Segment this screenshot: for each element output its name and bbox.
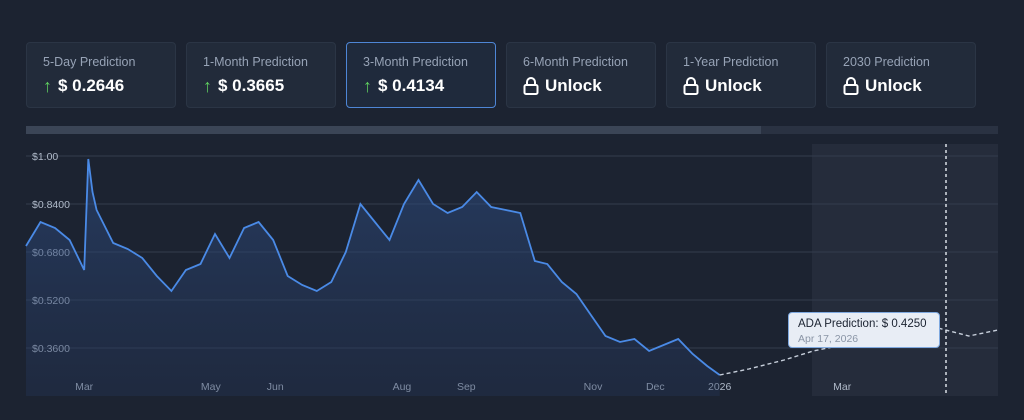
card-1-year[interactable]: 1-Year Prediction Unlock bbox=[666, 42, 816, 108]
card-value-row: ↑ $ 0.3665 bbox=[203, 76, 335, 96]
card-1-month[interactable]: 1-Month Prediction ↑ $ 0.3665 bbox=[186, 42, 336, 108]
tooltip-label: ADA Prediction: bbox=[798, 318, 879, 330]
x-tick-label: Mar bbox=[833, 381, 852, 393]
up-arrow-icon: ↑ bbox=[363, 76, 372, 96]
card-label: 2030 Prediction bbox=[843, 55, 930, 69]
card-label: 6-Month Prediction bbox=[523, 55, 628, 69]
card-label: 3-Month Prediction bbox=[363, 55, 468, 69]
card-value: Unlock bbox=[545, 76, 602, 95]
card-value: Unlock bbox=[705, 76, 762, 95]
prediction-region bbox=[812, 144, 998, 396]
up-arrow-icon: ↑ bbox=[43, 76, 52, 96]
card-value: Unlock bbox=[865, 76, 922, 95]
tooltip-value: $ 0.4250 bbox=[881, 318, 927, 330]
tooltip-date: Apr 17, 2026 bbox=[798, 333, 859, 345]
price-chart: $1.00$0.8400$0.6800$0.5200$0.3600 MarMay… bbox=[25, 144, 999, 396]
historical-area bbox=[26, 159, 720, 396]
prediction-cards: 5-Day Prediction ↑ $ 0.2646 1-Month Pred… bbox=[26, 42, 976, 108]
card-6-month[interactable]: 6-Month Prediction Unlock bbox=[506, 42, 656, 108]
lock-icon bbox=[523, 77, 539, 95]
lock-icon bbox=[843, 77, 859, 95]
card-label: 5-Day Prediction bbox=[43, 55, 136, 69]
up-arrow-icon: ↑ bbox=[203, 76, 212, 96]
scrollbar-thumb[interactable] bbox=[26, 126, 761, 134]
card-value: $ 0.3665 bbox=[218, 76, 285, 95]
card-3-month[interactable]: 3-Month Prediction ↑ $ 0.4134 bbox=[346, 42, 496, 108]
card-value-row: Unlock bbox=[523, 76, 655, 96]
y-tick-label: $1.00 bbox=[32, 151, 58, 163]
card-label: 1-Year Prediction bbox=[683, 55, 779, 69]
card-value: $ 0.4134 bbox=[378, 76, 445, 95]
card-label: 1-Month Prediction bbox=[203, 55, 308, 69]
prediction-tooltip: ADA Prediction: $ 0.4250 Apr 17, 2026 bbox=[788, 312, 940, 348]
lock-icon bbox=[683, 77, 699, 95]
historical-price-line bbox=[25, 158, 721, 376]
chart-range-scrollbar[interactable] bbox=[26, 126, 998, 134]
card-2030[interactable]: 2030 Prediction Unlock bbox=[826, 42, 976, 108]
y-tick-label: $0.8400 bbox=[32, 199, 70, 211]
card-value-row: ↑ $ 0.2646 bbox=[43, 76, 175, 96]
card-value-row: Unlock bbox=[843, 76, 975, 96]
card-value: $ 0.2646 bbox=[58, 76, 125, 95]
card-value-row: Unlock bbox=[683, 76, 815, 96]
card-5-day[interactable]: 5-Day Prediction ↑ $ 0.2646 bbox=[26, 42, 176, 108]
card-value-row: ↑ $ 0.4134 bbox=[363, 76, 495, 96]
tooltip-value-row: ADA Prediction: $ 0.4250 bbox=[798, 318, 930, 330]
